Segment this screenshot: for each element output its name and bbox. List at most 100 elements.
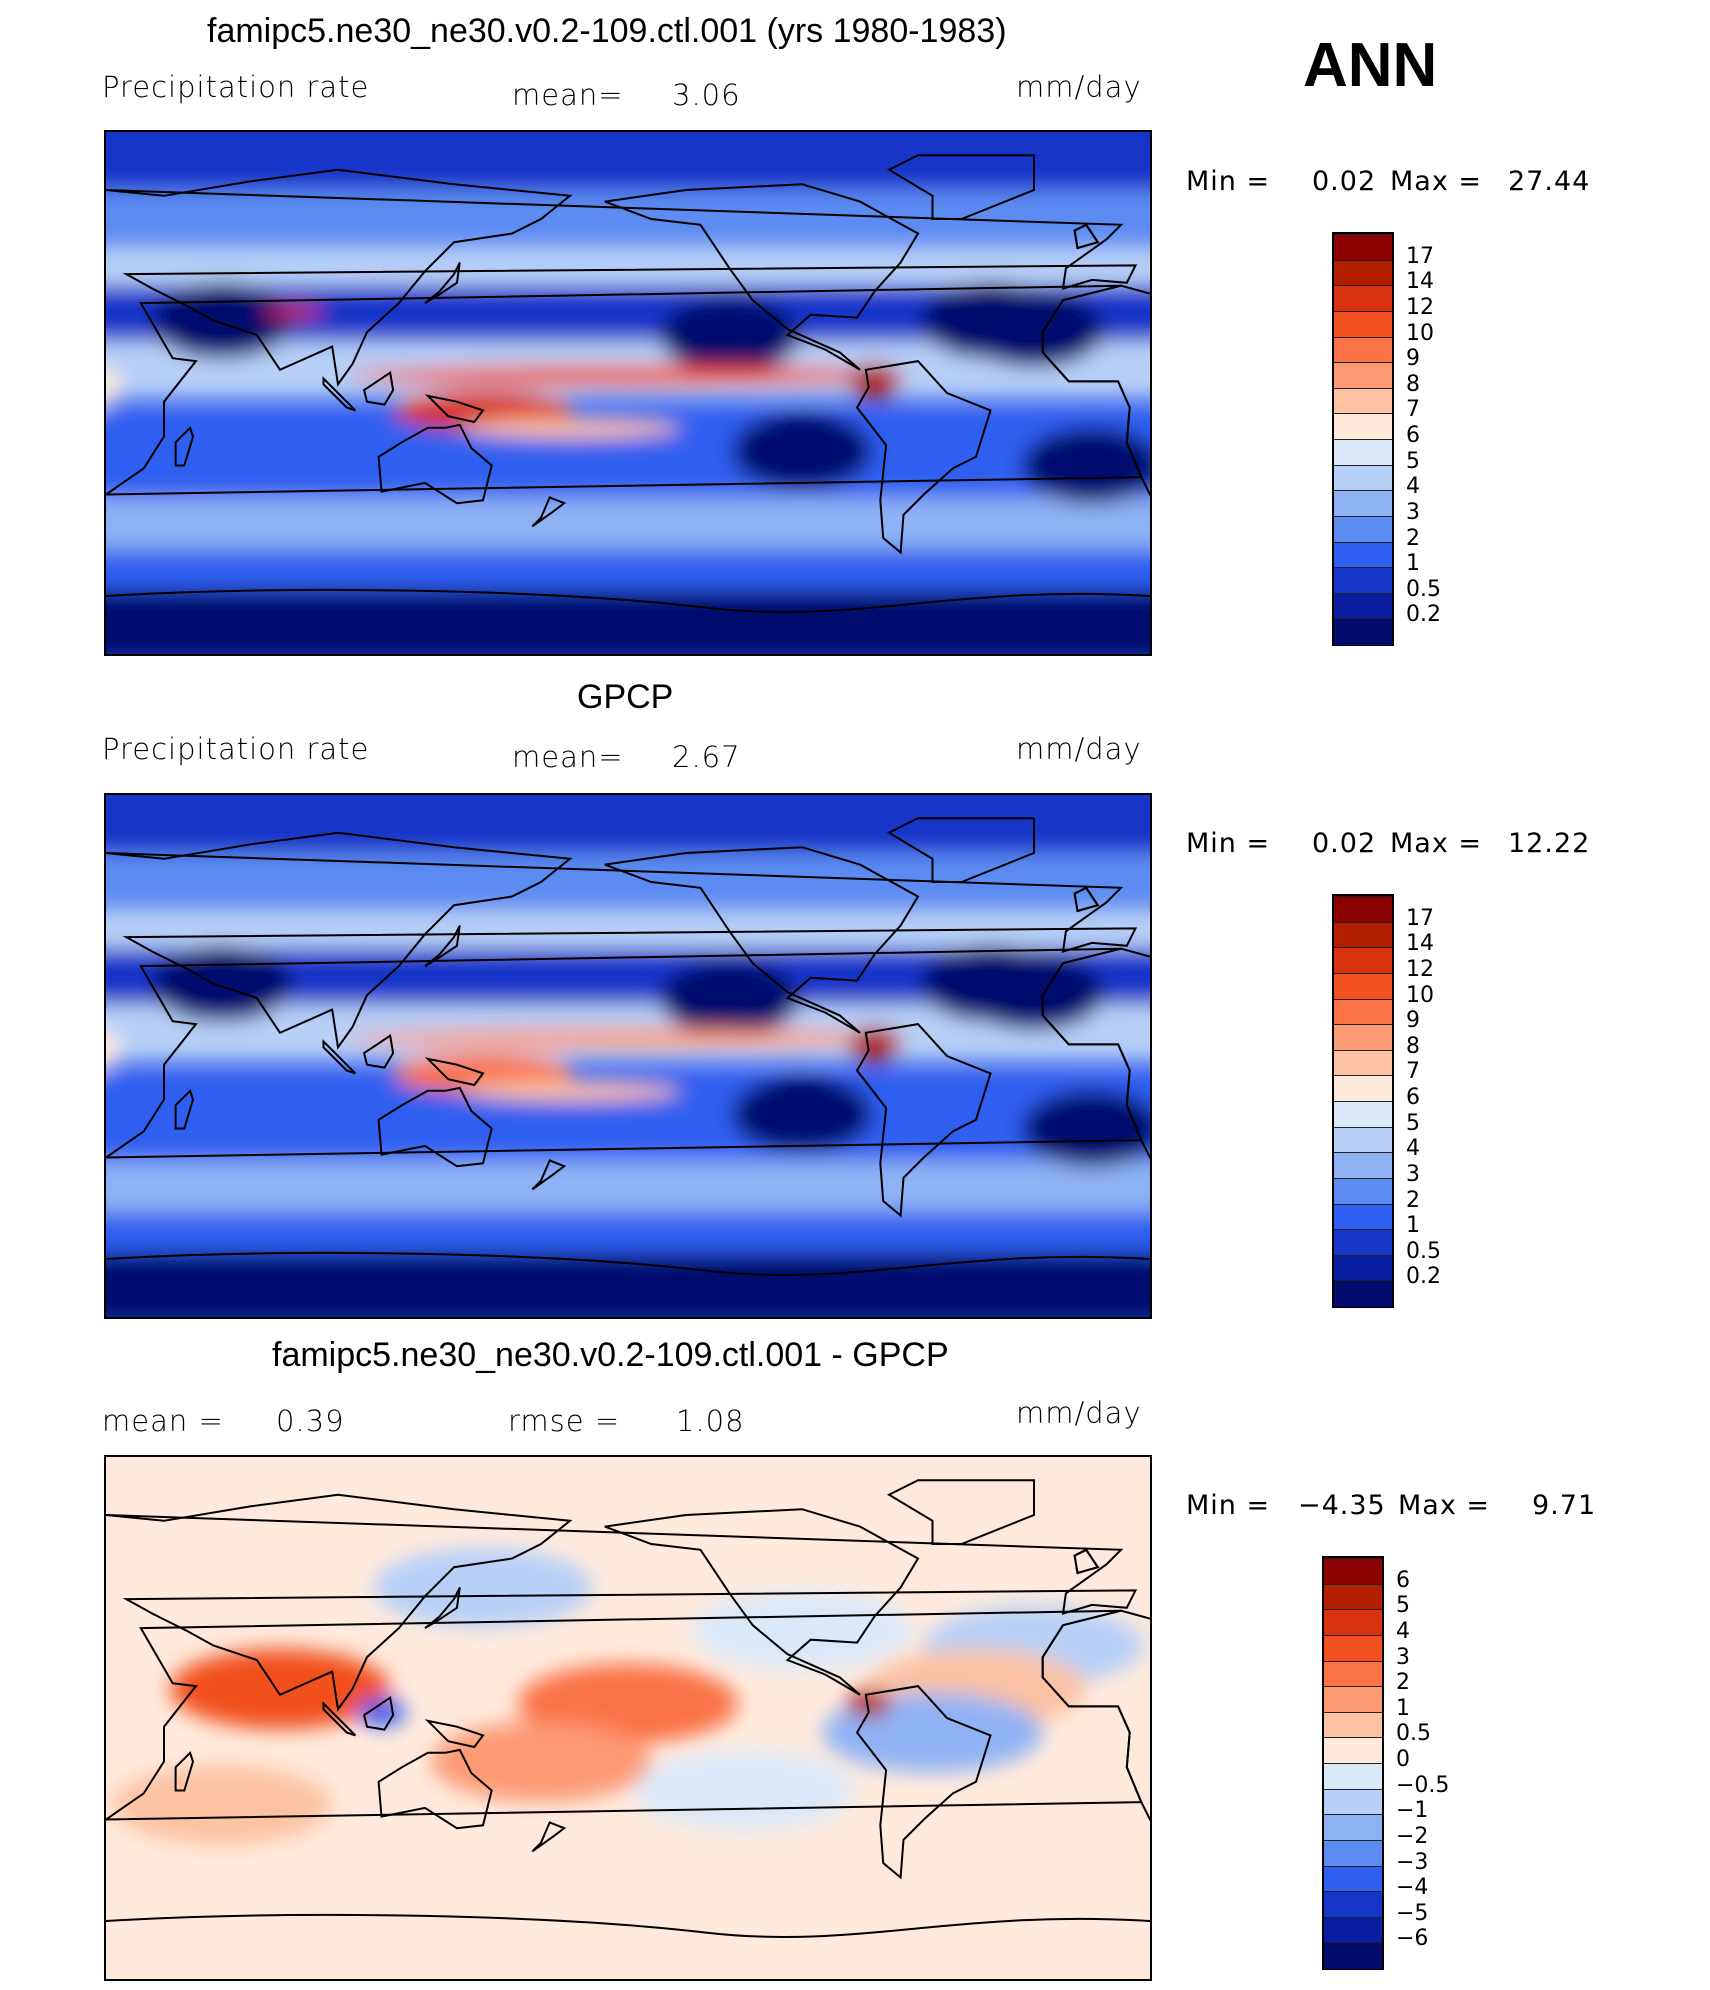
coastline-africa-wrap [1041,947,1150,1159]
itcz-band [348,365,908,386]
africa-rain [106,367,122,407]
colorbar-swatch [1334,310,1392,338]
coastline-uk-wrap [1073,1548,1100,1575]
panel3-mean-value: 0.39 [276,1404,345,1438]
colorbar-tick-label: 1 [1406,551,1420,577]
panel1-min-label: Min = [1186,166,1271,197]
colorbar-swatch [1334,1024,1392,1051]
colorbar-swatch [1334,413,1392,440]
colorbar-tick-label: 2 [1406,1187,1420,1213]
spcz-band [460,417,680,438]
colorbar-tick-label: 3 [1396,1644,1410,1670]
colorbar-swatch [1334,439,1392,466]
panel2-colorbar [1332,894,1394,1308]
panel1-colorbar [1332,232,1394,646]
coastline-newguinea [424,1057,485,1087]
colorbar-tick-label: 9 [1406,346,1420,372]
colorbar-tick-label: −4 [1396,1875,1429,1901]
colorbar-tick-label: 8 [1406,371,1420,397]
coastline-australia [377,1748,493,1830]
himalaya-rain [264,305,325,318]
coastline-japan [424,262,461,304]
colorbar-tick-label: 10 [1406,320,1434,346]
coastline-uk-wrap [1073,223,1100,250]
colorbar-tick-label: −0.5 [1396,1772,1450,1798]
panel3-colorbar [1322,1556,1384,1970]
colorbar-tick-label: 0.2 [1406,1264,1441,1290]
panel3-max-value: 9.71 [1532,1490,1597,1521]
coastline-africa-wrap [1041,1609,1150,1821]
wet-bias-maximum [846,1689,891,1718]
coastline-eurasia [106,1493,1138,1712]
difference-region [112,1765,332,1845]
coastline-greenland [886,817,1035,883]
coastline-sumatra [322,1701,357,1737]
dry-bias-region [357,1698,406,1727]
colorbar-swatch [1324,1865,1382,1893]
colorbar-swatch [1334,1075,1392,1102]
colorbar-swatch [1334,1254,1392,1282]
coastline-greenland [886,1479,1035,1545]
coastline-nz [531,1159,567,1191]
panel1-mean-label: mean= [512,78,624,112]
dry-region [1022,427,1150,504]
colorbar-swatch [1334,362,1392,389]
colorbar-swatch [1324,1583,1382,1611]
coastline-antarctica [106,1251,1150,1277]
colorbar-tick-label: 9 [1406,1008,1420,1034]
colorbar-swatch [1334,259,1392,287]
coastline-antarctica [106,588,1150,614]
colorbar-swatch [1324,1558,1382,1585]
panel2-mean-value: 2.67 [672,740,741,774]
panel1-max-value: 27.44 [1508,166,1591,197]
colorbar-swatch [1324,1814,1382,1841]
colorbar-swatch [1334,1280,1392,1307]
difference-region [692,1591,912,1671]
coastline-nz [531,1821,567,1853]
colorbar-swatch [1334,998,1392,1026]
colorbar-swatch [1324,1763,1382,1790]
coastline-namerica [604,1508,920,1696]
colorbar-swatch [1334,896,1392,923]
dry-region [732,413,872,489]
panel1-variable-label: Precipitation rate [102,70,370,104]
coastline-borneo [362,371,395,406]
panel3-rmse-label: rmse = [508,1404,621,1438]
colorbar-tick-label: 14 [1406,931,1434,957]
colorbar-tick-label: 1 [1396,1695,1410,1721]
colorbar-swatch [1334,1177,1392,1205]
dry-region [659,960,800,1036]
colorbar-tick-label: 7 [1406,397,1420,423]
colorbar-swatch [1324,1891,1382,1918]
dry-region [732,1076,872,1152]
colorbar-swatch [1324,1711,1382,1739]
panel3-rmse-value: 1.08 [676,1404,745,1438]
colorbar-tick-label: 6 [1406,1085,1420,1110]
colorbar-swatch [1324,1916,1382,1944]
panel1-precip-map [104,130,1152,656]
dry-region [152,282,292,359]
colorbar-tick-label: 4 [1396,1618,1410,1644]
coastline-australia [377,1086,493,1168]
field-band [106,1215,1150,1257]
colorbar-tick-label: 12 [1406,956,1434,982]
colorbar-tick-label: 12 [1406,294,1434,320]
panel3-min-value: −4.35 [1298,1490,1386,1521]
colorbar-swatch [1334,285,1392,312]
colorbar-tick-label: 0 [1396,1747,1410,1772]
coastline-madagascar [174,1750,195,1792]
panel3-units: mm/day [1016,1396,1142,1430]
colorbar-swatch [1334,921,1392,949]
colorbar-swatch [1324,1609,1382,1636]
africa-rain [106,1030,122,1070]
panel2-units: mm/day [1016,732,1142,766]
panel3-max-label: Max = [1398,1490,1491,1521]
colorbar-tick-label: 0.2 [1406,602,1441,628]
coastline-eurasia [106,831,1138,1050]
colorbar-swatch [1334,592,1392,620]
coastline-newguinea [424,394,485,424]
map-svg [106,132,1150,654]
dry-region [920,282,1061,359]
colorbar-tick-label: 17 [1406,905,1434,931]
panel1-title: famipc5.ne30_ne30.v0.2-109.ctl.001 (yrs … [207,12,1007,50]
